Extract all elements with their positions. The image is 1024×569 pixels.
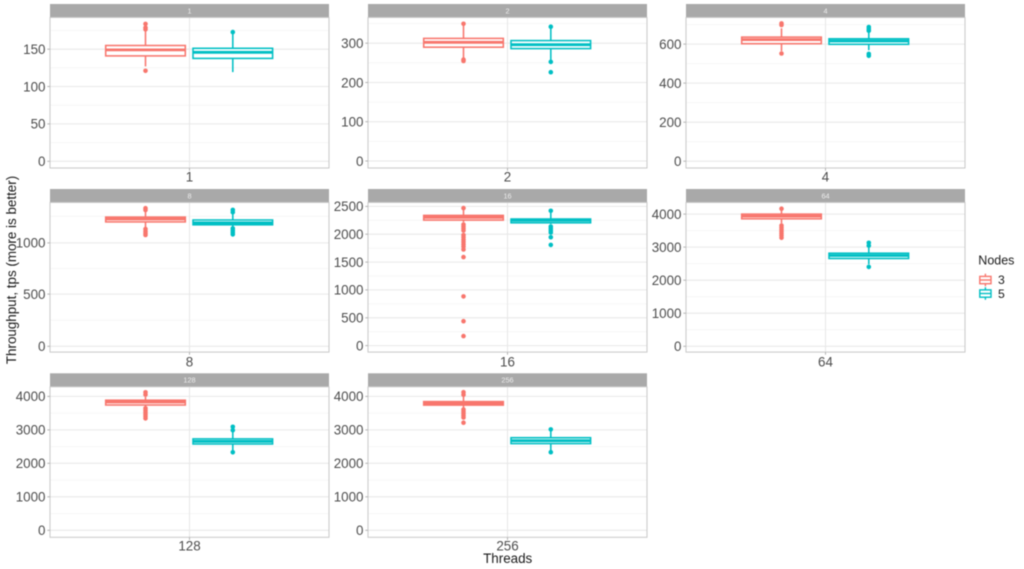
svg-text:600: 600 (659, 37, 681, 52)
svg-text:100: 100 (341, 115, 363, 130)
svg-text:300: 300 (341, 36, 363, 51)
svg-text:16: 16 (500, 354, 515, 369)
svg-text:50: 50 (31, 117, 46, 132)
svg-text:3000: 3000 (334, 423, 364, 438)
svg-text:64: 64 (821, 191, 829, 200)
svg-text:1000: 1000 (16, 490, 46, 505)
svg-text:1500: 1500 (334, 255, 364, 270)
svg-text:2: 2 (505, 6, 509, 15)
svg-text:0: 0 (38, 523, 45, 538)
svg-text:0: 0 (356, 523, 363, 538)
svg-text:2500: 2500 (334, 199, 364, 214)
svg-text:64: 64 (818, 354, 833, 369)
svg-text:100: 100 (23, 79, 45, 94)
svg-text:1000: 1000 (652, 306, 682, 321)
svg-text:1000: 1000 (334, 283, 364, 298)
svg-text:256: 256 (496, 538, 518, 553)
svg-text:150: 150 (23, 42, 45, 57)
svg-text:0: 0 (674, 339, 681, 354)
svg-text:3000: 3000 (16, 423, 46, 438)
svg-text:2: 2 (504, 170, 511, 185)
svg-text:400: 400 (659, 76, 681, 91)
svg-text:1000: 1000 (16, 236, 46, 251)
svg-text:4000: 4000 (16, 389, 46, 404)
svg-text:2000: 2000 (334, 227, 364, 242)
svg-text:3000: 3000 (652, 240, 682, 255)
svg-text:4: 4 (822, 170, 830, 185)
svg-text:2000: 2000 (16, 456, 46, 471)
svg-text:200: 200 (341, 75, 363, 90)
svg-text:256: 256 (501, 376, 513, 385)
svg-text:8: 8 (187, 191, 191, 200)
svg-text:0: 0 (38, 154, 45, 169)
svg-text:Threads: Threads (483, 551, 532, 566)
svg-text:500: 500 (23, 287, 45, 302)
svg-text:1000: 1000 (334, 490, 364, 505)
svg-text:5: 5 (998, 287, 1005, 301)
svg-text:8: 8 (186, 354, 193, 369)
svg-text:3: 3 (998, 273, 1005, 287)
svg-text:0: 0 (356, 338, 363, 353)
svg-text:200: 200 (659, 115, 681, 130)
svg-text:16: 16 (503, 191, 511, 200)
svg-text:4: 4 (823, 6, 827, 15)
svg-text:1: 1 (187, 6, 191, 15)
svg-text:500: 500 (341, 311, 363, 326)
svg-text:128: 128 (178, 538, 200, 553)
svg-text:4000: 4000 (334, 389, 364, 404)
svg-text:Throughput, tps (more is bette: Throughput, tps (more is better) (4, 176, 19, 364)
svg-text:2000: 2000 (334, 456, 364, 471)
svg-text:0: 0 (674, 154, 681, 169)
svg-text:Nodes: Nodes (978, 254, 1014, 268)
svg-text:0: 0 (356, 154, 363, 169)
svg-text:1: 1 (186, 170, 193, 185)
svg-text:4000: 4000 (652, 207, 682, 222)
svg-text:0: 0 (38, 339, 45, 354)
svg-text:128: 128 (183, 376, 195, 385)
svg-text:2000: 2000 (652, 273, 682, 288)
